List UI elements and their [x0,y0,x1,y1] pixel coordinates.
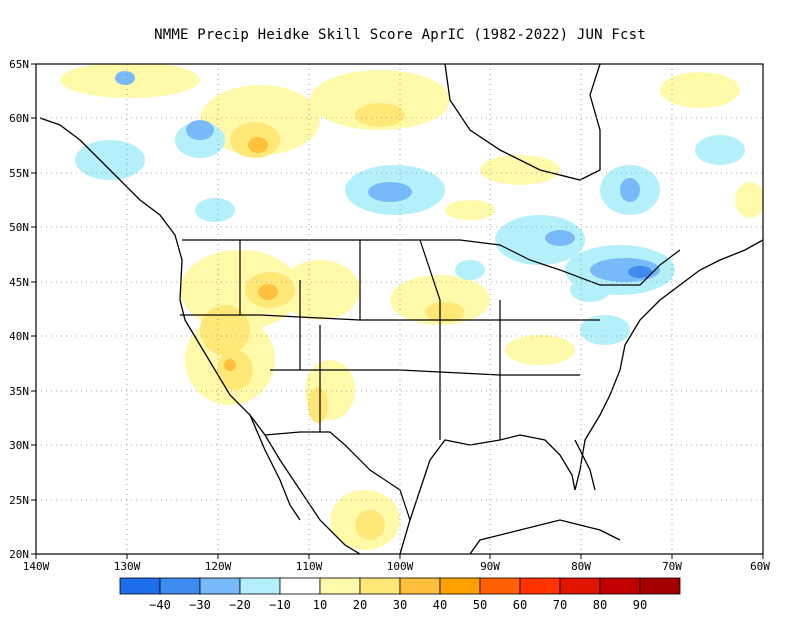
political-borders [180,239,681,521]
legend-label: 60 [513,598,527,612]
lon-label: 120W [205,560,232,573]
lon-label: 140W [23,560,50,573]
axis-ticks [31,63,764,559]
legend-label: 70 [553,598,567,612]
legend-swatch [599,577,641,595]
legend-swatch [439,577,481,595]
legend-label: 50 [473,598,487,612]
lon-label: 80W [571,560,591,573]
latitude-labels: 65N 60N 55N 50N 45N 40N 35N 30N 25N 20N [9,58,29,561]
legend-label: 80 [593,598,607,612]
longitude-labels: 140W 130W 120W 110W 100W 90W 80W 70W 60W [23,560,771,573]
shading-layer [36,64,763,554]
lat-label: 65N [9,58,29,71]
legend-swatch [239,577,281,595]
legend-swatch [159,577,201,595]
legend-label: −20 [229,598,251,612]
lon-label: 110W [296,560,323,573]
legend-label: 20 [353,598,367,612]
legend-swatch [359,577,401,595]
legend-swatch [559,577,601,595]
legend-label: −30 [189,598,211,612]
lat-label: 30N [9,439,29,452]
color-legend-labels: −40 −30 −20 −10 10 20 30 40 50 60 70 80 90 [149,598,647,612]
legend-swatch [119,577,161,595]
graticule [36,64,763,554]
positive-skill-light [60,64,763,550]
legend-swatch [639,577,681,595]
legend-swatch [399,577,441,595]
legend-label: −10 [269,598,291,612]
legend-label: −40 [149,598,171,612]
legend-swatch [479,577,521,595]
lon-label: 70W [662,560,682,573]
legend-swatch [519,577,561,595]
legend-label: 40 [433,598,447,612]
coastlines [39,64,763,554]
color-legend [119,577,681,595]
lon-label: 100W [387,560,414,573]
lat-label: 55N [9,167,29,180]
legend-label: 30 [393,598,407,612]
legend-swatch [279,577,321,595]
negative-skill-high [628,266,652,278]
legend-label: 90 [633,598,647,612]
map-title: NMME Precip Heidke Skill Score AprIC (19… [154,27,646,43]
lon-label: 130W [114,560,141,573]
lat-label: 35N [9,385,29,398]
lat-label: 60N [9,112,29,125]
lat-label: 40N [9,330,29,343]
lon-label: 90W [480,560,500,573]
lat-label: 25N [9,494,29,507]
lat-label: 20N [9,548,29,561]
legend-swatch [199,577,241,595]
lat-label: 45N [9,276,29,289]
lat-label: 50N [9,221,29,234]
lon-label: 60W [750,560,770,573]
positive-skill-high [224,137,278,371]
legend-swatch [319,577,361,595]
legend-label: 10 [313,598,327,612]
